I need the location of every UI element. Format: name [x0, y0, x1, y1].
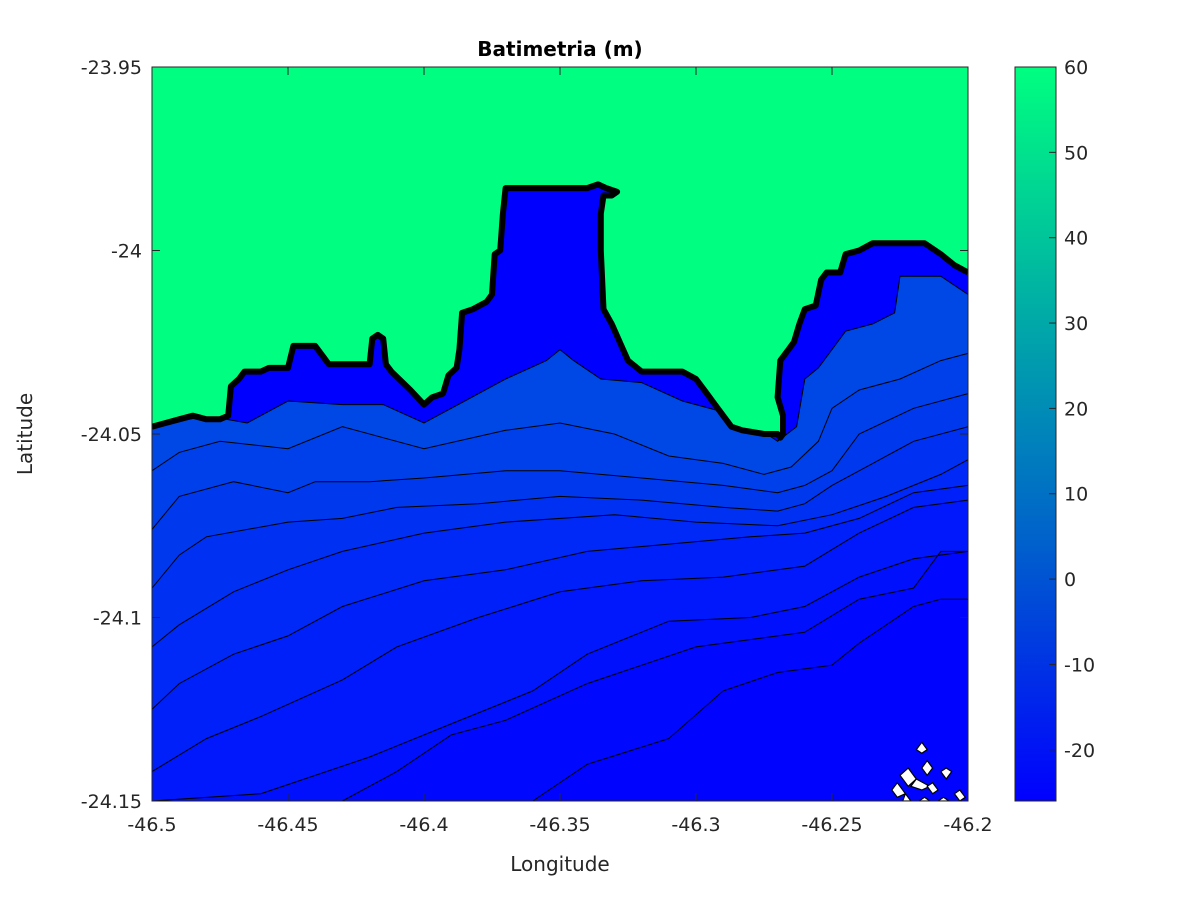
- land-fill: [152, 67, 968, 438]
- y-axis-label: Latitude: [13, 393, 37, 475]
- colorbar-tick-label: 40: [1064, 228, 1088, 250]
- island-3: [909, 778, 932, 791]
- contour-line-7: [152, 550, 968, 801]
- coastline-zero-contour: [152, 181, 968, 441]
- island-1: [921, 759, 934, 777]
- x-tick-label: -46.25: [801, 814, 862, 836]
- island-0: [915, 741, 929, 755]
- x-axis-label: Longitude: [510, 852, 609, 876]
- island-8: [953, 789, 967, 801]
- x-axis-ticks: -46.5 -46.45 -46.4 -46.35 -46.3 -46.25 -46.2: [127, 67, 993, 836]
- island-2: [899, 767, 918, 788]
- island-7: [926, 781, 939, 795]
- y-tick-label: -23.95: [81, 57, 142, 79]
- x-tick-label: -46.2: [943, 814, 992, 836]
- islands: [891, 741, 967, 801]
- colorbar-gradient: [1014, 66, 1057, 802]
- x-tick-label: -46.4: [399, 814, 448, 836]
- contour-line-2: [152, 393, 968, 530]
- colorbar-tick-label: -20: [1064, 740, 1095, 762]
- plot-area: -46.5 -46.45 -46.4 -46.35 -46.3 -46.25 -46.2 -…: [81, 57, 993, 836]
- contour-line-3: [152, 426, 968, 589]
- colorbar-tick-label: 60: [1064, 57, 1088, 79]
- island-4: [891, 781, 907, 799]
- y-axis-ticks: -23.95 -24 -24.05 -24.1 -24.15: [81, 57, 968, 813]
- x-tick-label: -46.3: [671, 814, 720, 836]
- contour-line-6: [152, 499, 968, 773]
- contour-band-9: [532, 599, 968, 801]
- y-tick-label: -24.1: [93, 608, 142, 630]
- y-tick-label: -24: [111, 241, 142, 263]
- colorbar-tick-label: -10: [1064, 654, 1095, 676]
- contour-bands: [152, 275, 968, 801]
- land-region: [152, 67, 968, 441]
- colorbar-tick-label: 0: [1064, 569, 1076, 591]
- colorbar-tick-label: 30: [1064, 313, 1088, 335]
- x-tick-label: -46.5: [127, 814, 176, 836]
- contour-line-8: [342, 550, 968, 801]
- contour-line-9: [532, 598, 968, 801]
- contour-line-0: [152, 275, 968, 442]
- colorbar-tick-label: 20: [1064, 398, 1088, 420]
- colorbar-ticks: 60 50 40 30 20 10 0 -10 -20: [1049, 57, 1095, 762]
- x-tick-label: -46.35: [529, 814, 590, 836]
- colorbar-tick-label: 10: [1064, 484, 1088, 506]
- island-5: [902, 792, 912, 801]
- colorbar-tick-label: 50: [1064, 142, 1088, 164]
- chart-title: Batimetria (m): [477, 37, 642, 61]
- contour-line-5: [152, 484, 968, 710]
- island-6: [939, 767, 953, 781]
- colorbar: 60 50 40 30 20 10 0 -10 -20: [1014, 57, 1095, 802]
- contour-line-4: [152, 459, 968, 648]
- island-10: [917, 796, 931, 801]
- y-tick-label: -24.15: [81, 791, 142, 813]
- contour-line-1: [152, 352, 968, 475]
- y-tick-label: -24.05: [81, 424, 142, 446]
- x-tick-label: -46.45: [257, 814, 318, 836]
- island-9: [937, 796, 951, 801]
